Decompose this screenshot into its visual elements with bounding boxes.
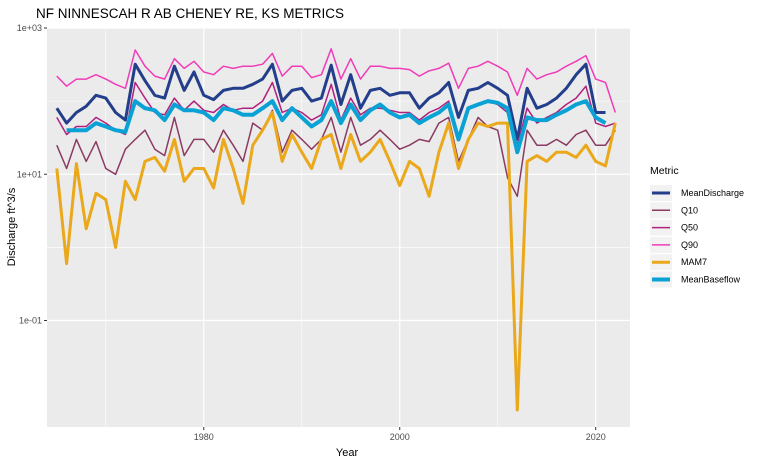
legend-label-q90: Q90 <box>681 240 698 250</box>
series-line-q90 <box>56 48 617 113</box>
series-lines <box>55 48 617 412</box>
series-line-mam7 <box>55 111 617 412</box>
x-tick-label: 2020 <box>586 432 606 442</box>
legend: Metric MeanDischarge Q10 Q50 Q90 MAM7 MeanBas… <box>650 165 744 288</box>
y-tick-label: 1e+01 <box>17 169 42 179</box>
y-tick-label: 1e-01 <box>19 316 42 326</box>
legend-label-meanbaseflow: MeanBaseflow <box>681 275 741 285</box>
x-axis-ticks: 1980 2000 2020 <box>194 427 606 442</box>
legend-title: Metric <box>650 165 679 177</box>
series-line-q10 <box>56 109 616 198</box>
y-axis-title: Discharge ft^3/s <box>6 187 18 266</box>
y-axis-ticks: 1e-01 1e+01 1e+03 <box>17 23 47 326</box>
legend-label-mam7: MAM7 <box>681 257 707 267</box>
x-axis-title: Year <box>336 447 359 459</box>
legend-label-meandischarge: MeanDischarge <box>681 188 744 198</box>
y-tick-label: 1e+03 <box>17 23 42 33</box>
series-line-meanbaseflow <box>66 99 607 155</box>
series-line-meandischarge <box>55 62 606 141</box>
chart-title: NF NINNESCAH R AB CHENEY RE, KS METRICS <box>36 6 344 21</box>
legend-label-q50: Q50 <box>681 223 698 233</box>
x-tick-label: 1980 <box>194 432 214 442</box>
x-tick-label: 2000 <box>390 432 410 442</box>
legend-label-q10: Q10 <box>681 205 698 215</box>
series-line-q50 <box>56 81 616 146</box>
